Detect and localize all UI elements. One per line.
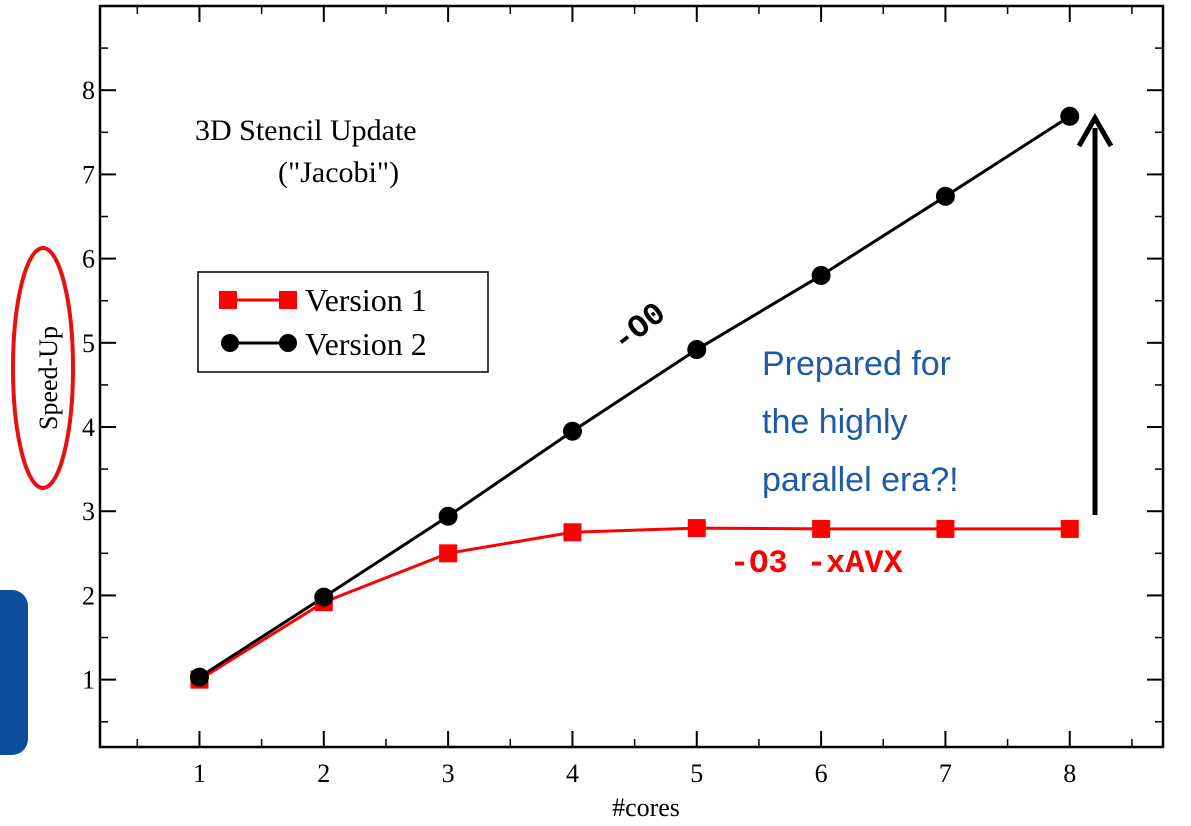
data-point-version-2 <box>438 506 458 526</box>
x-tick-label: 8 <box>1063 759 1076 788</box>
y-tick-label: 1 <box>82 666 95 695</box>
legend-marker-version-2b <box>279 334 297 352</box>
chart-title: 3D Stencil Update <box>195 114 417 147</box>
data-point-version-2 <box>811 265 831 285</box>
axis-ticks <box>100 6 1163 747</box>
y-tick-label: 4 <box>82 413 95 442</box>
side-box <box>0 590 28 755</box>
y-tick-label: 3 <box>82 497 95 526</box>
chart-subtitle: ("Jacobi") <box>278 156 399 189</box>
data-point-version-2 <box>935 186 955 206</box>
annotation-note-line-1: Prepared for <box>762 345 951 383</box>
x-tick-label: 5 <box>690 759 703 788</box>
x-axis-label: #cores <box>612 793 680 822</box>
y-tick-label: 7 <box>82 160 95 189</box>
annotation-note-line-2: the highly <box>762 403 908 441</box>
x-tick-label: 3 <box>442 759 455 788</box>
annotation-o3-xavx: -O3 -xAVX <box>730 545 904 582</box>
legend-marker-version-2 <box>221 334 239 352</box>
y-tick-label: 5 <box>82 329 95 358</box>
data-point-version-1 <box>439 544 458 563</box>
legend-marker-version-1b <box>279 291 297 309</box>
data-point-version-1 <box>812 519 831 538</box>
y-tick-label: 8 <box>82 76 95 105</box>
data-point-version-2 <box>314 587 334 607</box>
series-line-version-1 <box>198 526 1070 681</box>
annotation-note-line-3: parallel era?! <box>762 461 959 499</box>
series-layer <box>189 106 1080 689</box>
x-tick-label: 4 <box>566 759 579 788</box>
legend-label-version-2: Version 2 <box>305 326 427 362</box>
legend-box <box>197 271 489 373</box>
y-tick-label: 6 <box>82 245 95 274</box>
data-point-version-1 <box>1060 519 1079 538</box>
legend-marker-version-1 <box>219 291 237 309</box>
legend: Version 1 Version 2 <box>197 271 489 373</box>
data-point-version-2 <box>189 667 209 687</box>
series-line-version-2 <box>198 115 1071 679</box>
data-point-version-1 <box>563 523 582 542</box>
data-point-version-2 <box>1060 106 1080 126</box>
annotation-o0: -O0 <box>605 295 673 360</box>
data-point-version-2 <box>687 340 707 360</box>
y-axis-label: Speed-Up <box>34 326 63 430</box>
arrow-head <box>1076 112 1114 148</box>
data-point-version-1 <box>936 519 955 538</box>
data-point-version-1 <box>687 519 706 538</box>
tick-labels: 1 2 3 4 5 6 7 8 1 2 3 4 5 6 7 8 <box>82 76 1076 788</box>
plot-frame <box>98 4 1165 749</box>
legend-label-version-1: Version 1 <box>305 282 427 318</box>
y-tick-label: 2 <box>82 581 95 610</box>
data-point-version-2 <box>562 421 582 441</box>
x-tick-label: 6 <box>815 759 828 788</box>
x-tick-label: 1 <box>193 759 206 788</box>
x-tick-label: 2 <box>317 759 330 788</box>
x-tick-label: 7 <box>939 759 952 788</box>
y-axis-label-highlight <box>11 246 75 490</box>
